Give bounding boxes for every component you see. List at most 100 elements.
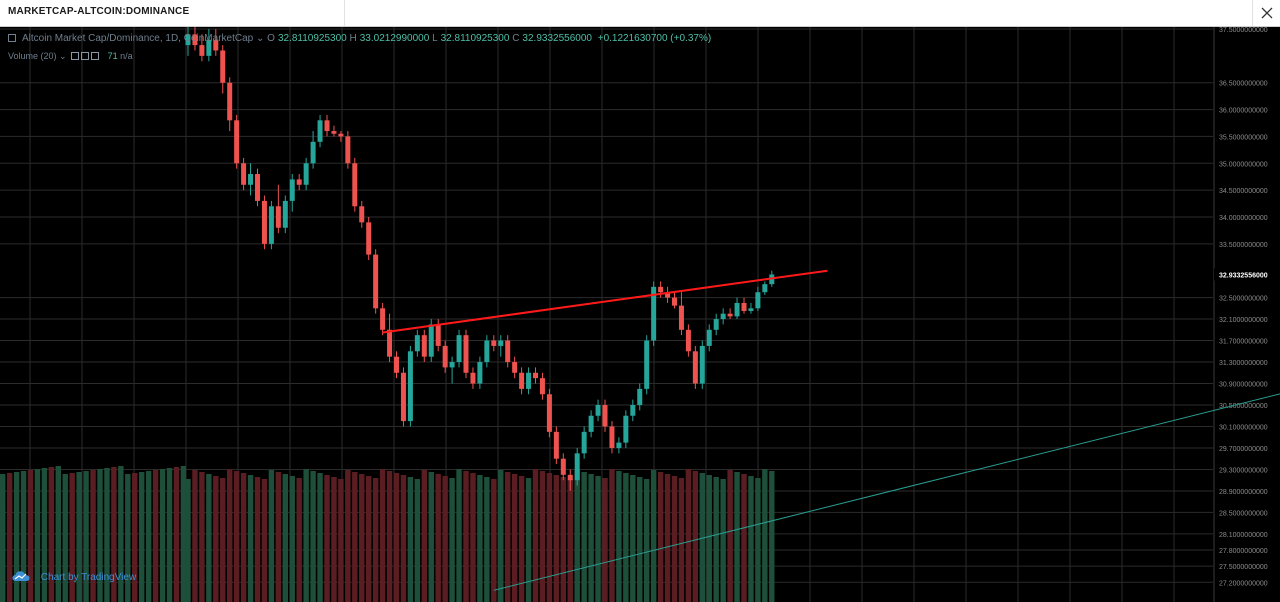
y-tick-label: 35.5000000000 [1219, 134, 1268, 141]
volume-bar [331, 477, 337, 602]
eye-icon[interactable] [71, 52, 80, 60]
candle-body [505, 340, 511, 363]
chart-area[interactable]: 37.5000000000 36.5000000000 36.0000000000 3… [0, 27, 1280, 602]
remove-icon[interactable] [91, 52, 100, 60]
volume-label[interactable]: Volume (20) [8, 51, 57, 61]
volume-bar [83, 471, 89, 602]
series-legend: Altcoin Market Cap/Dominance, 1D, CoinMa… [8, 33, 711, 44]
volume-bar [62, 474, 68, 602]
volume-bar [539, 471, 546, 602]
volume-bar [692, 471, 699, 602]
volume-bar [13, 472, 20, 602]
volume-bar [324, 475, 330, 602]
volume-bar [650, 470, 657, 602]
legend-close-value: 32.9332556000 [522, 33, 592, 44]
candle-body [609, 426, 615, 448]
volume-bar [755, 478, 761, 602]
tradingview-cloud-icon [12, 571, 30, 581]
resistance-trendline [382, 269, 828, 334]
candle-body [248, 174, 254, 185]
volume-bar [6, 473, 13, 602]
candle-body [644, 340, 650, 389]
volume-bar [111, 467, 117, 602]
volume-bar [310, 471, 316, 602]
symbol-tab[interactable]: MARKETCAP-ALTCOIN:DOMINANCE [0, 0, 345, 26]
y-tick-label: 36.5000000000 [1219, 81, 1268, 88]
candle-body [727, 313, 733, 317]
candle-body [512, 362, 518, 373]
volume-bar [227, 469, 233, 602]
candle-body [192, 34, 198, 46]
candlestick-chart[interactable]: 37.5000000000 36.5000000000 36.0000000000 3… [0, 27, 1280, 602]
volume-bar [254, 477, 261, 602]
volume-bar [442, 476, 448, 602]
y-tick-label: 27.8000000000 [1219, 548, 1268, 555]
candle-body [324, 120, 330, 132]
window-title: MARKETCAP-ALTCOIN:DOMINANCE [8, 6, 190, 17]
candle-body [463, 335, 469, 373]
volume-bar [20, 471, 27, 602]
y-tick-label: 35.0000000000 [1219, 161, 1268, 168]
volume-bar [206, 474, 212, 602]
close-button[interactable] [1252, 0, 1280, 26]
volume-bar [588, 474, 594, 602]
y-tick-label: 29.7000000000 [1219, 446, 1268, 453]
volume-bar [574, 470, 580, 602]
candle-body [407, 351, 413, 422]
candle-body [268, 206, 274, 244]
volume-bar [345, 470, 351, 602]
volume-bar [505, 472, 511, 602]
candle-body [428, 324, 434, 357]
volume-bar [379, 469, 386, 602]
settings-icon[interactable] [81, 52, 90, 60]
y-tick-label: 34.5000000000 [1219, 188, 1268, 195]
candle-body [685, 329, 691, 352]
y-tick-label: 33.5000000000 [1219, 242, 1268, 249]
candle-body [380, 308, 386, 330]
collapse-toggle-icon[interactable] [8, 34, 16, 42]
volume-extra: n/a [120, 51, 133, 61]
volume-bar [706, 475, 712, 602]
volume-bar [630, 475, 636, 602]
volume-bar [595, 476, 601, 602]
volume-bar [637, 477, 643, 602]
y-tick-label: 34.0000000000 [1219, 215, 1268, 222]
candle-body [519, 372, 525, 389]
candle-body [456, 335, 462, 363]
volume-chevron-icon[interactable]: ⌄ [59, 51, 67, 61]
legend-symbol[interactable]: Altcoin Market Cap/Dominance, 1D, CoinMa… [22, 33, 254, 44]
volume-bar [623, 473, 629, 602]
volume-bar [532, 469, 539, 602]
volume-bar [678, 478, 685, 602]
volume-bar [581, 472, 587, 602]
volume-bar [414, 479, 421, 602]
candle-body [282, 200, 288, 228]
candle-body [206, 39, 212, 56]
volume-bar [741, 474, 747, 602]
volume-bar [734, 472, 740, 602]
candle-body [477, 362, 483, 384]
volume-bar [366, 476, 372, 602]
volume-bar [477, 475, 483, 602]
volume-bar [76, 472, 82, 602]
candle-body [658, 286, 664, 293]
legend-chevron-icon[interactable]: ⌄ [256, 33, 265, 44]
candle-body [491, 340, 497, 346]
y-tick-label: 28.1000000000 [1219, 532, 1268, 539]
volume-bar [685, 469, 692, 602]
candle-body [526, 372, 532, 389]
volume-bar [491, 479, 497, 602]
volume-bar [602, 478, 608, 602]
candle-body [435, 324, 441, 346]
volume-bar [303, 469, 309, 602]
volume-bar [268, 470, 275, 602]
volume-bar [616, 471, 622, 602]
tradingview-watermark[interactable]: Chart by TradingView [12, 570, 136, 583]
volume-bar [470, 473, 476, 602]
legend-open-label: O [267, 33, 275, 44]
candle-body [255, 174, 260, 201]
candle-body [359, 206, 365, 223]
volume-legend: Volume (20) ⌄ 71 n/a [8, 51, 133, 62]
volume-bar [352, 472, 358, 602]
candle-body [275, 206, 281, 228]
